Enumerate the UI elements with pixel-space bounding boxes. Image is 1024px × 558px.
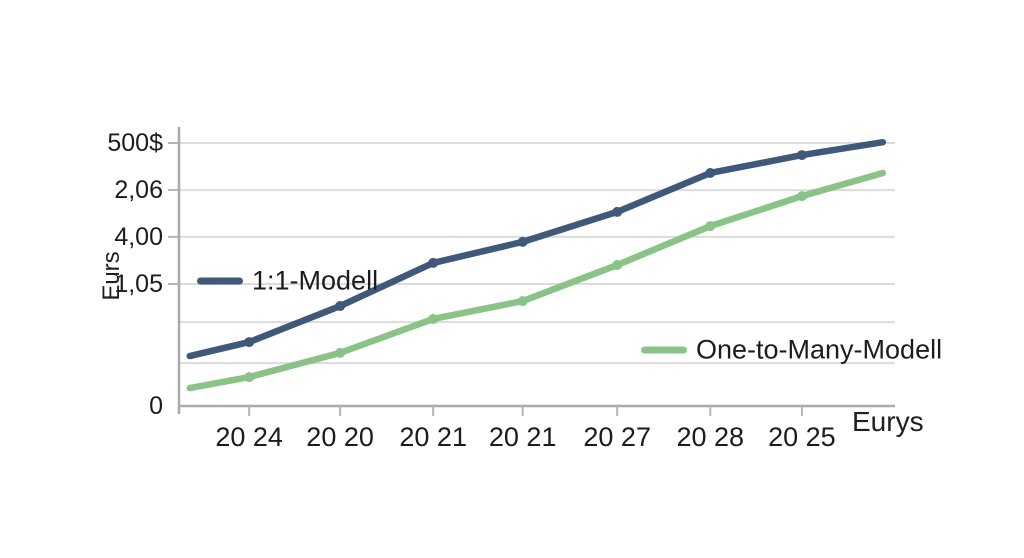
y-tick-label: 500$ bbox=[107, 129, 163, 157]
legend-item-1-1-modell: 1:1-Modell bbox=[197, 266, 378, 297]
data-point-marker bbox=[517, 236, 528, 247]
legend-label-1-1-modell: 1:1-Modell bbox=[252, 265, 379, 296]
y-axis-title: Eurs bbox=[98, 251, 125, 301]
data-point-marker bbox=[244, 337, 255, 348]
data-point-marker bbox=[705, 167, 716, 178]
legend-label-one-to-many-modell: One-to-Many-Modell bbox=[696, 334, 943, 365]
legend-item-one-to-many-modell: One-to-Many-Modell bbox=[641, 335, 942, 366]
y-tick-label: 1,05 bbox=[114, 270, 163, 298]
data-point-marker bbox=[335, 347, 346, 358]
x-tick-label: 20 21 bbox=[489, 422, 557, 452]
data-point-marker bbox=[705, 221, 716, 232]
data-point-marker bbox=[428, 257, 439, 268]
series-line-1-1-modell bbox=[186, 138, 887, 360]
legend-line-swatch-blue bbox=[197, 277, 243, 285]
data-point-marker bbox=[244, 372, 255, 383]
y-tick-label: 0 bbox=[149, 392, 163, 420]
data-point-marker bbox=[796, 191, 807, 202]
y-tick-label: 4,00 bbox=[114, 223, 163, 251]
y-tick-label: 2,06 bbox=[114, 176, 163, 204]
x-tick-label: 20 21 bbox=[399, 422, 467, 452]
x-tick-label: 20 24 bbox=[215, 422, 283, 452]
x-tick-label: 20 27 bbox=[583, 422, 651, 452]
x-tick-label: 20 20 bbox=[306, 422, 374, 452]
data-point-marker bbox=[335, 301, 346, 312]
legend-line-swatch-green bbox=[641, 346, 687, 354]
data-point-marker bbox=[428, 313, 439, 324]
data-point-marker bbox=[517, 296, 528, 307]
data-point-marker bbox=[612, 260, 623, 271]
x-axis-title: Eurys bbox=[852, 406, 924, 437]
x-tick-label: 20 28 bbox=[676, 422, 744, 452]
data-point-marker bbox=[612, 206, 623, 217]
x-tick-label: 20 25 bbox=[768, 422, 836, 452]
data-point-marker bbox=[796, 150, 807, 161]
